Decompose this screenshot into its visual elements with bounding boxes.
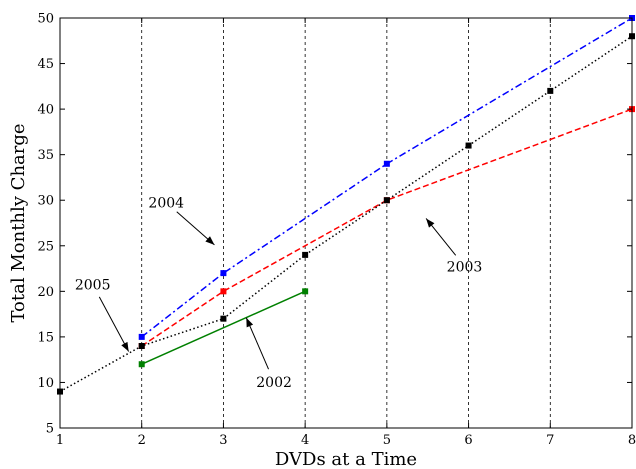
y-tick-label: 10: [37, 376, 54, 391]
data-point: [220, 270, 227, 277]
series-line-2003: [141, 108, 633, 347]
annotation-2003: 2003: [425, 218, 483, 275]
x-tick-label: 7: [546, 433, 554, 448]
plot-frame: [59, 17, 633, 429]
data-point: [383, 160, 390, 167]
y-tick-label: 40: [37, 103, 54, 118]
y-tick-label: 30: [37, 194, 54, 209]
data-point: [138, 343, 145, 349]
annotation-arrowhead: [246, 317, 254, 328]
x-tick-label: 5: [383, 433, 391, 448]
x-tick-label: 2: [138, 433, 146, 448]
y-tick-label: 5: [46, 422, 54, 437]
x-tick-label: 1: [56, 433, 64, 448]
x-tick-label: 6: [464, 433, 472, 448]
y-tick-label: 45: [37, 57, 54, 72]
data-point: [465, 142, 472, 149]
annotation-2002: 2002: [245, 317, 292, 391]
data-point: [383, 197, 390, 204]
annotation-2004: 2004: [148, 196, 215, 246]
annotation-label: 2005: [75, 278, 111, 294]
x-tick-label: 3: [219, 433, 227, 448]
data-point: [220, 288, 227, 295]
grid: [141, 18, 551, 428]
y-tick-label: 35: [37, 148, 54, 163]
data-point: [302, 288, 309, 295]
series-line-2004: [141, 17, 633, 338]
data-point: [302, 251, 309, 258]
x-axis-label: DVDs at a Time: [275, 449, 417, 469]
annotation-arrowhead: [205, 236, 215, 245]
y-tick-label: 20: [37, 285, 54, 300]
data-point: [220, 315, 227, 322]
series-line-2002: [141, 290, 306, 365]
annotation-2005: 2005: [75, 278, 130, 352]
y-tick-label: 15: [37, 330, 54, 345]
annotation-arrowhead: [121, 341, 129, 352]
annotation-label: 2002: [256, 375, 292, 391]
series-line-2005: [59, 35, 633, 393]
y-tick-label: 50: [37, 12, 54, 27]
y-axis-label: Total Monthly Charge: [8, 123, 29, 322]
series-2002: [138, 288, 309, 368]
annotation-label: 2004: [148, 196, 184, 212]
x-tick-label: 8: [628, 433, 636, 448]
annotation-label: 2003: [447, 259, 483, 275]
annotations: 2004 2003 2005 2002: [75, 196, 482, 391]
data-point: [138, 333, 145, 340]
annotation-arrow-line: [98, 296, 130, 352]
y-tick-label: 25: [37, 239, 54, 254]
annotation-arrow-line: [245, 317, 269, 370]
data-point: [547, 87, 554, 94]
x-tick-label: 4: [301, 433, 309, 448]
data-point: [138, 361, 145, 368]
annotation-arrowhead: [426, 218, 435, 228]
